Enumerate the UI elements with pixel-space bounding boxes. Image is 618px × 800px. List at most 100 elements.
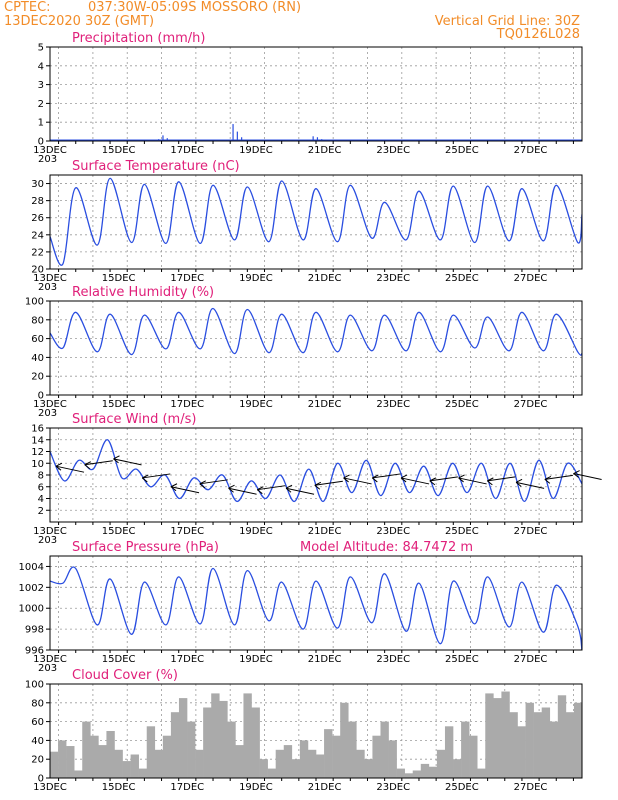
x-tick-label: 15DEC <box>102 145 136 156</box>
x-tick-label: 17DEC <box>170 654 204 665</box>
cloud-bar <box>332 735 341 778</box>
wind-arrow-head <box>372 474 379 479</box>
wind-arrow <box>458 477 487 485</box>
panel-temp: 20 22 24 26 28 30 13DEC 15DEC 17DEC 19DEC 21DEC 23D… <box>31 159 583 293</box>
wind-arrow <box>84 460 113 466</box>
y-tick-label: 1002 <box>19 583 44 594</box>
cloud-bar <box>154 749 164 778</box>
plot-frame <box>49 683 583 779</box>
cloud-bar <box>324 729 333 778</box>
cloud-bar <box>380 721 389 778</box>
cloud-bar <box>170 712 180 778</box>
wind-arrow-head <box>515 481 522 487</box>
x-tick-label: 23DEC <box>376 526 410 537</box>
x-tick-label: 27DEC <box>514 399 548 410</box>
wind-arrow <box>314 480 343 486</box>
wind-arrow-head <box>400 477 407 483</box>
x-tick-label: 23DEC <box>376 782 410 793</box>
x-tick-label-partial: 203 <box>38 154 57 165</box>
y-tick-label: 2 <box>38 99 44 110</box>
cloud-bar <box>307 749 317 778</box>
y-tick-label: 26 <box>31 213 44 224</box>
header-source: CPTEC: <box>4 0 51 15</box>
panel-title: Surface Wind (m/s) <box>72 412 196 427</box>
x-tick-label: 21DEC <box>308 399 342 410</box>
cloud-bar <box>211 693 220 778</box>
cloud-bar <box>106 731 115 778</box>
cloud-bar <box>372 735 381 778</box>
cloud-bar <box>275 749 285 778</box>
cloud-bar <box>501 691 510 778</box>
series-line <box>50 566 582 650</box>
wind-arrow-head <box>515 478 523 483</box>
cloud-bar <box>58 740 67 778</box>
cloud-bar <box>356 749 365 778</box>
cloud-bar <box>291 759 301 778</box>
x-tick-label-partial: 203 <box>38 535 57 546</box>
cloud-bar <box>122 761 131 778</box>
x-tick-label: 27DEC <box>514 654 548 665</box>
header-grid-note: Vertical Grid Line: 30Z <box>435 14 580 29</box>
y-tick-label: 996 <box>25 646 44 657</box>
series-line <box>50 177 582 266</box>
y-tick-label: 5 <box>38 43 44 54</box>
header-code: TQ0126L028 <box>496 27 580 42</box>
wind-arrow-head <box>142 474 149 479</box>
cloud-bar <box>130 754 139 778</box>
y-tick-label: 3 <box>38 80 44 91</box>
cloud-bar <box>404 773 414 778</box>
wind-arrow-head <box>256 489 263 495</box>
wind-arrow-head <box>573 473 579 478</box>
header-location: 037:30W-05:09S MOSSORO (RN) <box>88 0 301 15</box>
y-tick-label: 0 <box>38 391 44 402</box>
wind-arrow-head <box>487 480 493 486</box>
wind-arrow-head <box>314 481 322 486</box>
wind-arrow-head <box>429 480 436 486</box>
wind-arrow-head <box>573 470 580 474</box>
y-tick-label: 20 <box>31 265 44 276</box>
wind-arrow-head <box>84 464 91 470</box>
cloud-bar <box>525 702 534 778</box>
y-tick-label: 40 <box>31 353 44 364</box>
cloud-bar <box>420 763 430 778</box>
x-tick-label: 17DEC <box>170 399 204 410</box>
wind-arrow-head <box>199 483 206 489</box>
wind-arrow <box>228 487 257 495</box>
cloud-bar <box>388 740 397 778</box>
wind-arrow <box>55 465 85 473</box>
wind-arrow-head <box>141 477 148 483</box>
x-tick-label: 15DEC <box>102 399 136 410</box>
wind-arrow <box>573 473 602 481</box>
cloud-bar <box>235 745 244 778</box>
cloud-bar <box>533 712 542 778</box>
cloud-bar <box>573 702 583 778</box>
cloud-bar <box>485 693 494 778</box>
plot-frame <box>49 427 583 523</box>
header: CPTEC: 037:30W-05:09S MOSSORO (RN) 13DEC… <box>4 0 580 42</box>
y-tick-label: 1 <box>38 118 44 129</box>
x-tick-label-partial: 203 <box>38 282 57 293</box>
wind-arrow <box>544 474 573 480</box>
cloud-bar <box>267 768 276 778</box>
y-tick-label: 4 <box>38 61 44 72</box>
x-tick-label: 15DEC <box>102 526 136 537</box>
x-tick-label: 13DEC <box>33 399 67 410</box>
cloud-bar <box>396 768 405 778</box>
cloud-bar <box>90 735 99 778</box>
wind-arrow <box>113 458 142 466</box>
cloud-bar <box>493 698 502 778</box>
panel-title: Surface Temperature (nC) <box>72 159 240 174</box>
wind-arrow-head <box>228 484 235 489</box>
x-tick-label: 19DEC <box>239 782 273 793</box>
y-tick-label: 40 <box>31 736 44 747</box>
panel-subtitle: Model Altitude: 84.7472 m <box>300 540 473 555</box>
x-tick-label: 13DEC <box>33 782 67 793</box>
wind-arrow <box>400 477 430 485</box>
x-tick-label: 13DEC <box>33 273 67 284</box>
x-tick-label: 21DEC <box>308 273 342 284</box>
wind-arrow-head <box>285 484 293 489</box>
cloud-bar <box>66 746 75 778</box>
wind-arrow-head <box>400 474 408 479</box>
x-tick-label: 13DEC <box>33 145 67 156</box>
cloud-bar <box>348 721 357 778</box>
